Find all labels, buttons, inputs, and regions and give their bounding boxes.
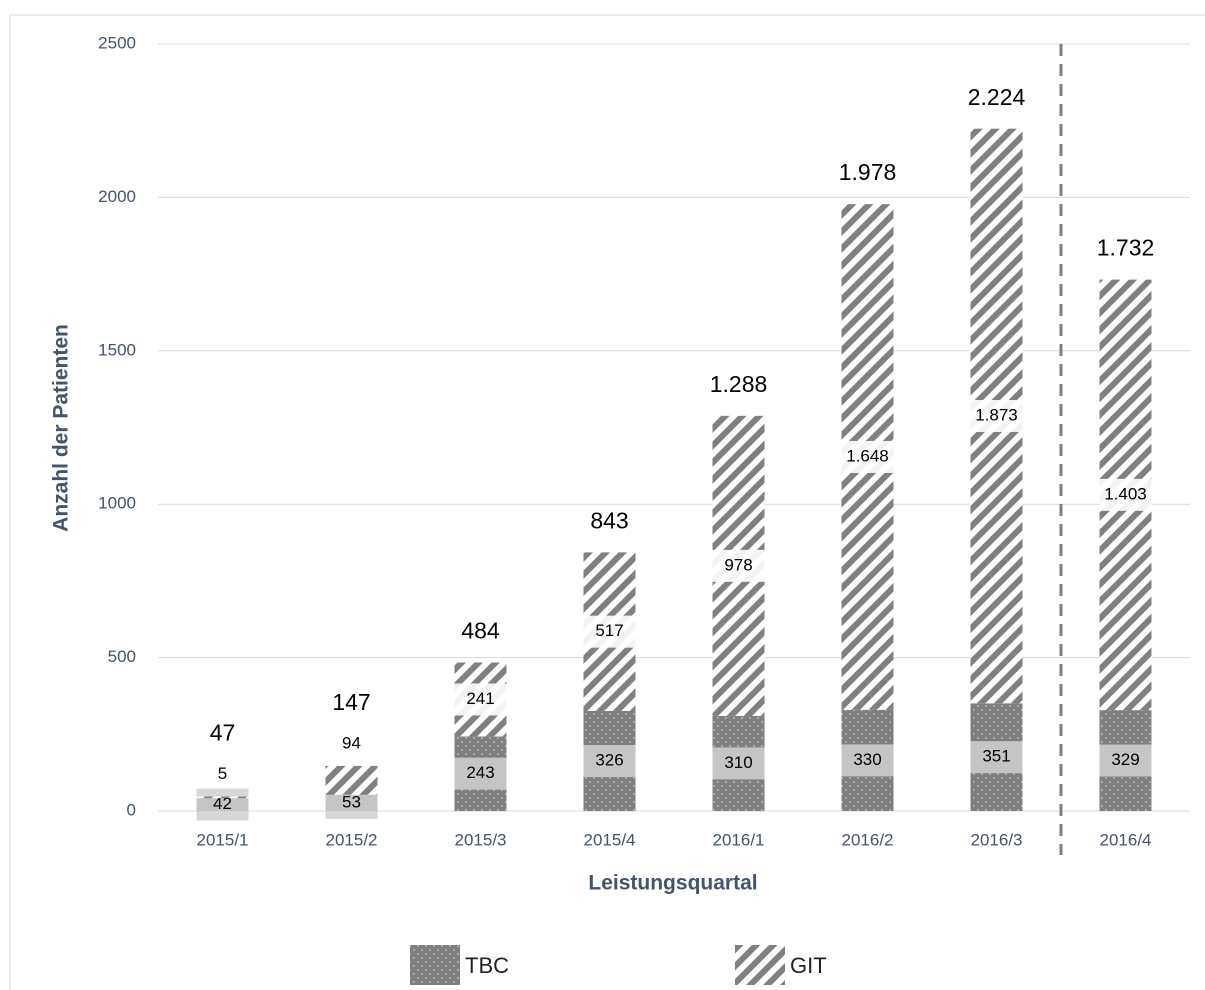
bar-segment [325, 765, 378, 795]
x-tick-label: 2016/3 [971, 830, 1023, 849]
bar-segment [196, 796, 249, 799]
segment-label: 1.648 [846, 446, 889, 465]
y-axis-title: Anzahl der Patienten [50, 324, 73, 532]
legend-label: TBC [465, 953, 509, 978]
y-tick-label: 2500 [98, 33, 136, 52]
label-bg [712, 549, 765, 582]
x-tick-label: 2016/4 [1100, 830, 1152, 849]
label-bg [841, 440, 894, 473]
y-tick-label: 2000 [98, 187, 136, 206]
total-label: 47 [210, 720, 236, 746]
label-bg [1099, 478, 1152, 511]
label-bg [454, 757, 507, 790]
label-bg [583, 744, 636, 777]
segment-label: 351 [982, 747, 1010, 766]
x-tick-label: 2015/4 [584, 830, 636, 849]
total-label: 843 [590, 507, 628, 533]
segment-label: 329 [1111, 750, 1139, 769]
legend-label: GIT [790, 953, 827, 978]
x-tick-label: 2015/1 [197, 830, 249, 849]
segment-label: 94 [342, 733, 361, 752]
chart-frame [9, 14, 1205, 990]
label-bg [1099, 744, 1152, 777]
total-label: 1.978 [839, 159, 897, 185]
label-bg [970, 399, 1023, 432]
segment-label: 330 [853, 750, 881, 769]
y-tick-label: 1500 [98, 340, 136, 359]
x-tick-label: 2015/2 [326, 830, 378, 849]
legend-swatch [735, 945, 785, 985]
y-tick-label: 500 [108, 647, 136, 666]
segment-label: 310 [724, 753, 752, 772]
x-tick-label: 2015/3 [455, 830, 507, 849]
label-bg [196, 788, 249, 821]
segment-label: 241 [466, 689, 494, 708]
segment-label: 53 [342, 792, 361, 811]
segment-label: 5 [218, 764, 227, 783]
segment-label: 42 [213, 794, 232, 813]
label-bg [454, 683, 507, 716]
total-label: 1.732 [1097, 235, 1155, 261]
segment-label: 978 [724, 555, 752, 574]
total-label: 484 [461, 618, 500, 644]
segment-label: 243 [466, 763, 494, 782]
segment-label: 326 [595, 750, 623, 769]
x-tick-label: 2016/2 [842, 830, 894, 849]
label-bg [970, 741, 1023, 774]
total-label: 2.224 [968, 84, 1026, 110]
label-bg [841, 744, 894, 777]
segment-label: 1.873 [975, 405, 1018, 424]
legend-swatch [410, 945, 460, 985]
segment-label: 517 [595, 621, 623, 640]
y-tick-label: 0 [127, 800, 136, 819]
segment-label: 1.403 [1104, 484, 1147, 503]
y-tick-label: 1000 [98, 494, 136, 513]
total-label: 1.288 [710, 371, 768, 397]
label-bg [712, 747, 765, 780]
total-label: 147 [332, 689, 370, 715]
x-axis-title: Leistungsquartal [588, 872, 757, 895]
x-tick-label: 2016/1 [713, 830, 765, 849]
label-bg [583, 615, 636, 648]
